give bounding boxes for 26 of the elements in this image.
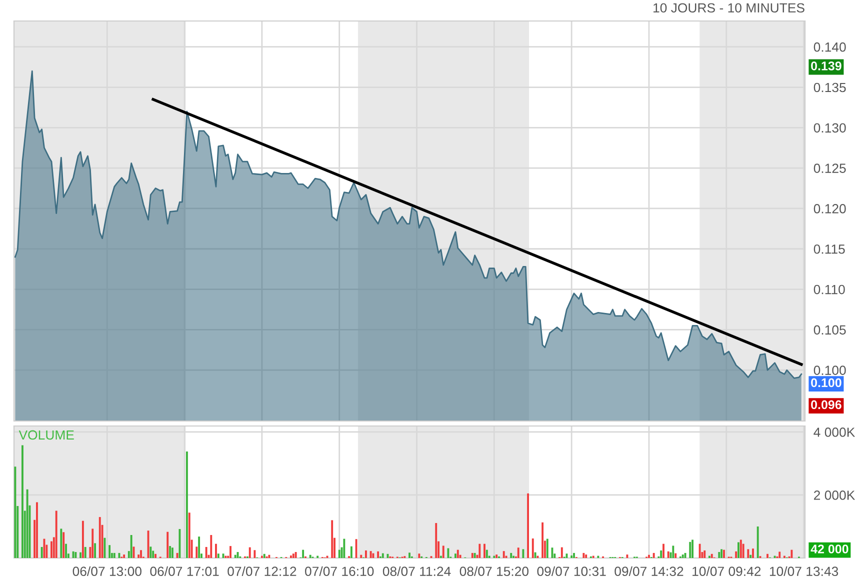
x-tick-label: 09/07 10:31	[537, 566, 606, 576]
x-tick-label: 06/07 13:00	[72, 566, 142, 576]
text: 42 000	[810, 544, 848, 554]
y-tick-label: 0.100	[814, 366, 846, 375]
text: 0.139	[811, 62, 842, 70]
y-tick-label: 0.120	[814, 204, 846, 214]
y-tick-label: 0.135	[814, 82, 846, 92]
x-tick-label: 09/07 14:32	[614, 566, 684, 576]
x-tick-label: 08/07 11:24	[382, 566, 451, 576]
x-tick-label: 07/07 12:12	[228, 566, 296, 576]
y-tick-label: 2 000K	[814, 490, 855, 500]
chart-title: 10 JOURS - 10 MINUTES	[654, 3, 804, 13]
x-tick-label: 10/07 09:42	[692, 566, 761, 576]
y-tick-label: 0.140	[814, 42, 846, 52]
y-tick-label: 0.130	[814, 123, 846, 133]
y-tick-label: 4 000K	[814, 428, 855, 437]
y-tick-label: 0.105	[814, 325, 846, 335]
chart-title: VOLUME	[18, 430, 74, 440]
x-tick-label: 07/07 16:10	[305, 566, 374, 576]
y-tick-label: 0.115	[814, 244, 845, 254]
y-tick-label: 0.110	[814, 284, 845, 294]
y-tick-label: 0.125	[814, 164, 846, 173]
x-tick-label: 08/07 15:20	[460, 566, 528, 576]
x-tick-label: 10/07 13:43	[770, 566, 838, 576]
text: 0.096	[811, 400, 842, 410]
x-tick-label: 06/07 17:01	[150, 566, 219, 576]
